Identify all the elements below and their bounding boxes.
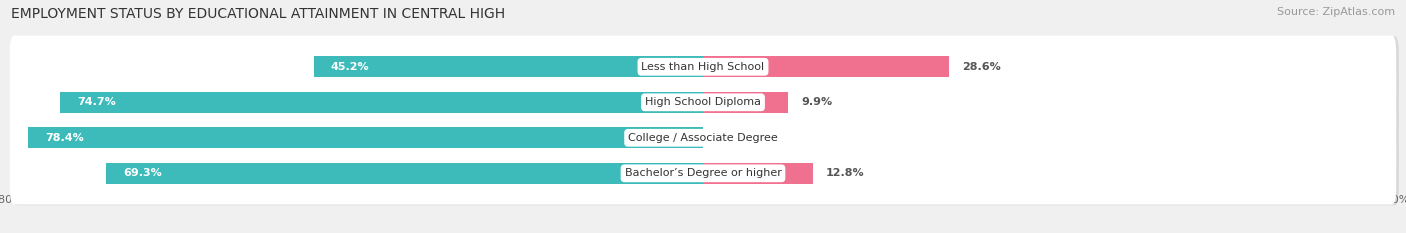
- Bar: [703, 56, 949, 77]
- Bar: [107, 163, 703, 184]
- Text: 69.3%: 69.3%: [124, 168, 162, 178]
- Text: Source: ZipAtlas.com: Source: ZipAtlas.com: [1277, 7, 1395, 17]
- Text: High School Diploma: High School Diploma: [645, 97, 761, 107]
- FancyBboxPatch shape: [13, 72, 1399, 134]
- Text: 9.9%: 9.9%: [801, 97, 832, 107]
- Text: 45.2%: 45.2%: [330, 62, 370, 72]
- FancyBboxPatch shape: [10, 71, 1396, 134]
- Bar: [28, 127, 703, 148]
- Text: College / Associate Degree: College / Associate Degree: [628, 133, 778, 143]
- Text: 28.6%: 28.6%: [962, 62, 1001, 72]
- Bar: [314, 56, 703, 77]
- FancyBboxPatch shape: [10, 142, 1396, 205]
- FancyBboxPatch shape: [13, 107, 1399, 170]
- FancyBboxPatch shape: [10, 106, 1396, 169]
- Bar: [703, 92, 789, 113]
- Text: 78.4%: 78.4%: [45, 133, 84, 143]
- Text: EMPLOYMENT STATUS BY EDUCATIONAL ATTAINMENT IN CENTRAL HIGH: EMPLOYMENT STATUS BY EDUCATIONAL ATTAINM…: [11, 7, 505, 21]
- FancyBboxPatch shape: [13, 143, 1399, 205]
- Text: Bachelor’s Degree or higher: Bachelor’s Degree or higher: [624, 168, 782, 178]
- FancyBboxPatch shape: [13, 36, 1399, 99]
- Text: 74.7%: 74.7%: [77, 97, 115, 107]
- FancyBboxPatch shape: [10, 36, 1396, 98]
- Text: 12.8%: 12.8%: [827, 168, 865, 178]
- Bar: [703, 163, 813, 184]
- Text: 0.0%: 0.0%: [720, 133, 751, 143]
- Text: Less than High School: Less than High School: [641, 62, 765, 72]
- Bar: [59, 92, 703, 113]
